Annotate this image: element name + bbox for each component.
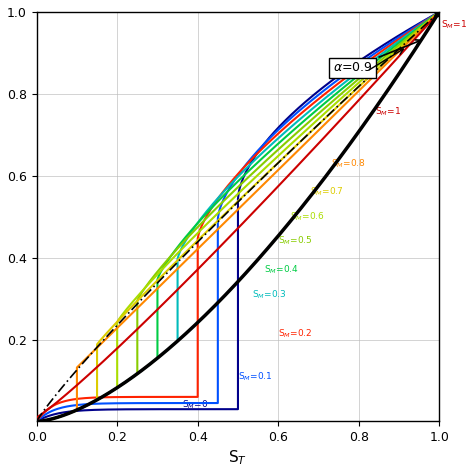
Text: S$_M$=0.5: S$_M$=0.5 xyxy=(278,235,313,247)
Text: S$_M$=0.6: S$_M$=0.6 xyxy=(290,210,325,223)
Text: S$_M$=1: S$_M$=1 xyxy=(375,106,401,118)
Text: S$_M$=0.2: S$_M$=0.2 xyxy=(278,327,312,339)
Text: S$_M$=1: S$_M$=1 xyxy=(441,18,467,31)
Text: S$_M$=0.1: S$_M$=0.1 xyxy=(238,370,273,383)
Text: S$_M$=0.3: S$_M$=0.3 xyxy=(252,288,287,301)
Text: $\alpha$=0.9: $\alpha$=0.9 xyxy=(333,40,421,74)
Text: S$_M$=0.4: S$_M$=0.4 xyxy=(264,264,299,276)
Text: S$_M$=0.8: S$_M$=0.8 xyxy=(330,157,365,170)
X-axis label: S$_T$: S$_T$ xyxy=(228,448,247,467)
Text: S$_M$=0.7: S$_M$=0.7 xyxy=(310,186,344,198)
Text: S$_M$=0: S$_M$=0 xyxy=(182,399,208,411)
